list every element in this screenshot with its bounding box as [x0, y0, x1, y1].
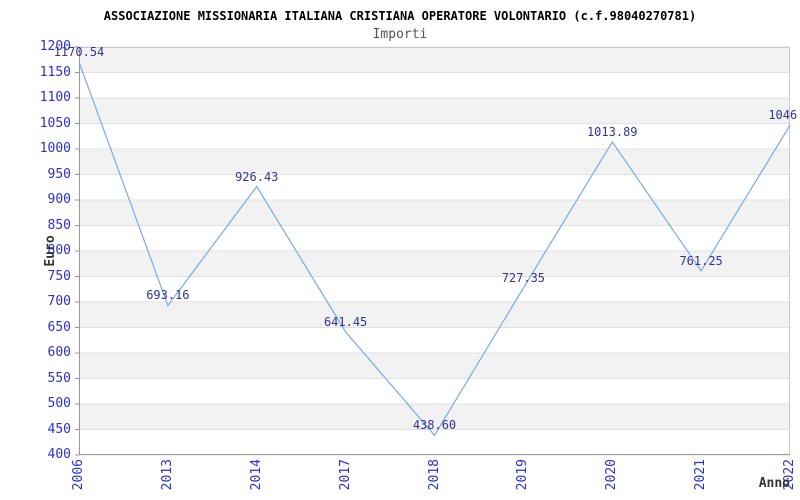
y-axis-title: Euro [43, 235, 58, 267]
y-tick-label: 400 [47, 447, 71, 462]
y-tick-label: 950 [47, 166, 71, 182]
x-tick-label: 2019 [515, 459, 531, 491]
x-tick-label: 2013 [159, 459, 175, 491]
chart-title: ASSOCIAZIONE MISSIONARIA ITALIANA CRISTI… [103, 9, 697, 23]
data-point-label: 761.25 [679, 253, 723, 268]
plot-band [79, 98, 790, 124]
y-tick-label: 650 [47, 319, 71, 335]
y-tick-label: 1150 [39, 64, 71, 80]
plot-band [79, 149, 790, 175]
data-point-label: 1170.54 [53, 45, 105, 60]
plot-band [79, 302, 790, 328]
chart-subtitle: Importi [372, 27, 428, 42]
x-tick-label: 2014 [248, 459, 264, 491]
data-point-label: 1013.89 [586, 124, 638, 139]
y-tick-label: 1200 [39, 39, 71, 54]
plot-band [79, 353, 790, 379]
y-tick-label: 900 [47, 192, 71, 207]
plot-band [79, 47, 790, 73]
y-tick-label: 600 [47, 345, 71, 360]
data-point-label: 693.16 [146, 288, 190, 303]
y-tick-label: 800 [47, 243, 71, 258]
data-point-label: 641.45 [323, 314, 368, 329]
y-tick-label: 1000 [39, 141, 71, 156]
x-tick-label: 2020 [604, 459, 620, 491]
x-axis-title: Anno [758, 476, 790, 491]
x-tick-label: 2017 [337, 459, 353, 491]
y-tick-label: 750 [47, 268, 71, 284]
y-tick-label: 1050 [39, 115, 71, 131]
data-point-label: 1046.7 [768, 108, 800, 123]
plot-band [79, 251, 790, 277]
y-tick-label: 850 [47, 217, 71, 233]
plot-band [79, 200, 790, 226]
y-tick-label: 550 [47, 370, 71, 386]
data-point-label: 727.35 [501, 271, 546, 286]
x-tick-label: 2006 [71, 459, 86, 491]
y-tick-label: 700 [47, 294, 71, 309]
plot-band [79, 404, 790, 430]
data-point-label: 926.43 [235, 169, 279, 184]
y-tick-label: 450 [47, 421, 71, 437]
data-point-label: 438.60 [412, 418, 457, 433]
y-tick-label: 1100 [39, 90, 71, 105]
x-tick-label: 2018 [426, 459, 442, 491]
y-tick-label: 500 [47, 396, 71, 411]
data-line [78, 61, 791, 437]
